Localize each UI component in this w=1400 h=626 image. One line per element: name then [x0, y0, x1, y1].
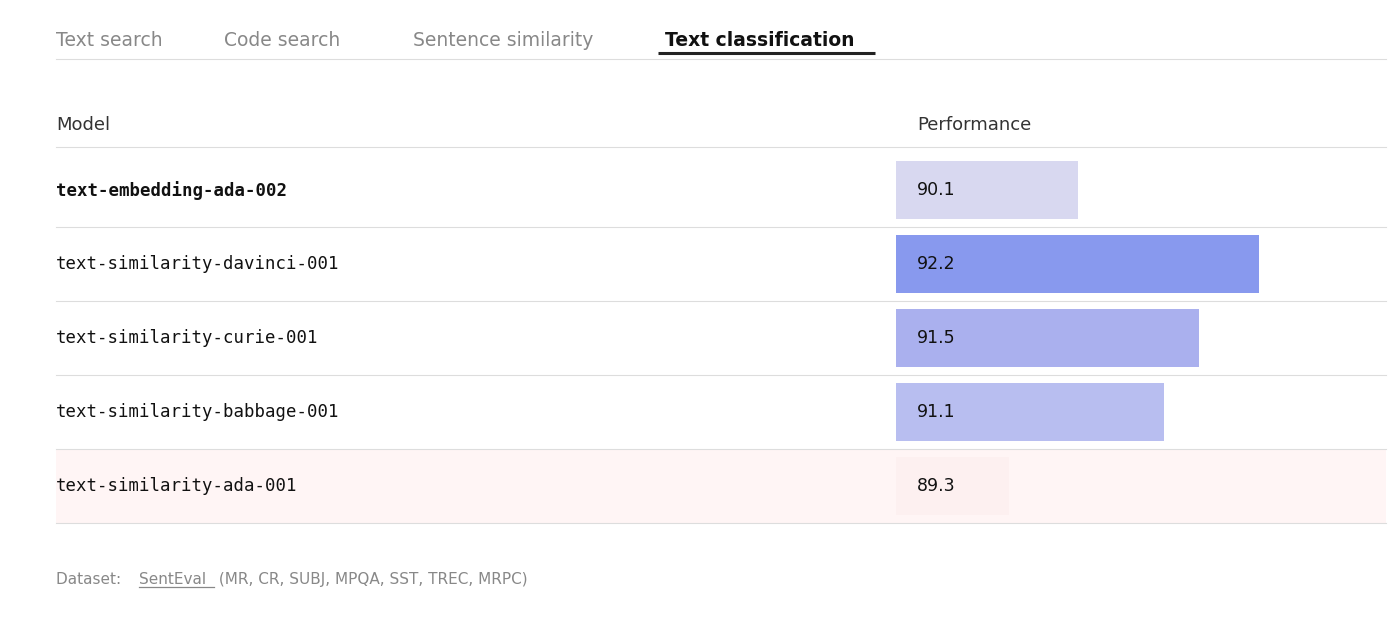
Text: (MR, CR, SUBJ, MPQA, SST, TREC, MRPC): (MR, CR, SUBJ, MPQA, SST, TREC, MRPC): [214, 572, 528, 587]
Text: text-similarity-davinci-001: text-similarity-davinci-001: [56, 255, 339, 273]
FancyBboxPatch shape: [896, 162, 1078, 219]
FancyBboxPatch shape: [896, 383, 1165, 441]
Text: Code search: Code search: [224, 31, 340, 50]
Text: text-similarity-ada-001: text-similarity-ada-001: [56, 477, 297, 495]
FancyBboxPatch shape: [896, 457, 1008, 515]
Text: Sentence similarity: Sentence similarity: [413, 31, 594, 50]
Text: text-similarity-babbage-001: text-similarity-babbage-001: [56, 403, 339, 421]
Text: Model: Model: [56, 116, 111, 134]
FancyBboxPatch shape: [896, 309, 1198, 367]
FancyBboxPatch shape: [896, 235, 1260, 293]
Text: text-embedding-ada-002: text-embedding-ada-002: [56, 181, 287, 200]
Text: 91.1: 91.1: [917, 403, 956, 421]
Text: Text classification: Text classification: [665, 31, 854, 50]
Text: Dataset:: Dataset:: [56, 572, 126, 587]
Text: Performance: Performance: [917, 116, 1032, 134]
Text: 89.3: 89.3: [917, 477, 956, 495]
Text: 91.5: 91.5: [917, 329, 956, 347]
Text: 92.2: 92.2: [917, 255, 956, 273]
Text: 90.1: 90.1: [917, 182, 956, 199]
Text: SentEval: SentEval: [139, 572, 206, 587]
Text: Text search: Text search: [56, 31, 162, 50]
FancyBboxPatch shape: [56, 449, 1386, 523]
Text: text-similarity-curie-001: text-similarity-curie-001: [56, 329, 319, 347]
